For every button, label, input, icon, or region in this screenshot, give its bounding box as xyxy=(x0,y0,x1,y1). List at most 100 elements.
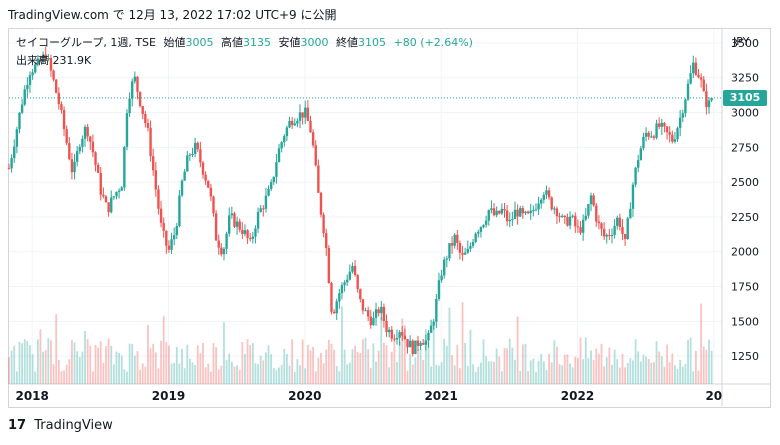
candle-body xyxy=(524,211,527,214)
candle-body xyxy=(343,282,346,286)
candle-body xyxy=(637,160,640,168)
volume-bar xyxy=(613,349,616,384)
volume-bar xyxy=(398,341,401,384)
volume-bar xyxy=(464,342,467,384)
candle-body xyxy=(466,248,469,253)
candle-body xyxy=(327,248,331,284)
candle-body xyxy=(144,114,147,124)
candle-body xyxy=(34,64,37,73)
candle-body xyxy=(469,246,472,249)
volume-bar xyxy=(658,351,661,384)
volume-bar xyxy=(306,344,309,384)
candle-body xyxy=(435,298,438,322)
candle-body xyxy=(212,196,215,214)
candle-body xyxy=(681,113,684,118)
candle-body xyxy=(277,148,281,163)
brand-name: TradingView xyxy=(34,418,113,433)
candle-body xyxy=(668,132,671,135)
volume-bar xyxy=(516,316,519,384)
volume-bar xyxy=(611,364,613,384)
change-value: +80 (+2.64%) xyxy=(393,36,473,49)
candle-body xyxy=(62,110,66,130)
volume-bar xyxy=(118,352,121,384)
volume-bar xyxy=(403,325,406,384)
candle-body xyxy=(387,329,391,333)
volume-bar xyxy=(597,353,600,384)
candle-body xyxy=(692,62,695,74)
volume-bar xyxy=(626,363,629,384)
candle-body xyxy=(73,161,76,173)
volume-bar xyxy=(89,345,92,384)
volume-bar xyxy=(280,364,283,384)
candle-body xyxy=(47,57,50,60)
candle-body xyxy=(660,122,664,127)
volume-bar xyxy=(584,337,587,384)
volume-bar xyxy=(154,352,157,384)
candle-body xyxy=(608,234,611,236)
candle-body xyxy=(702,79,705,92)
candle-body xyxy=(537,203,540,210)
candle-body xyxy=(427,332,430,341)
candle-body xyxy=(540,199,543,204)
volume-bar xyxy=(223,322,225,384)
volume-bar xyxy=(432,325,435,384)
volume-bar xyxy=(377,350,380,384)
candle-body xyxy=(317,165,320,193)
volume-bar xyxy=(438,365,440,384)
high-value: 3135 xyxy=(242,36,271,49)
candle-body xyxy=(146,123,150,128)
candle-body xyxy=(597,221,601,224)
volume-bar xyxy=(131,343,134,384)
candle-body xyxy=(398,332,401,338)
volume-bar xyxy=(545,369,548,384)
volume-bar xyxy=(173,362,176,384)
candle-body xyxy=(445,258,449,260)
candle-body xyxy=(479,227,483,232)
volume-bar xyxy=(493,361,495,384)
volume-bar xyxy=(259,355,262,384)
candle-body xyxy=(199,149,202,163)
volume-bar xyxy=(246,339,249,384)
candle-body xyxy=(191,154,194,156)
candle-body xyxy=(440,275,443,281)
volume-bar xyxy=(618,367,621,384)
candle-body xyxy=(550,197,553,210)
candle-body xyxy=(39,58,42,62)
candle-body xyxy=(91,141,95,153)
candle-body xyxy=(256,211,260,229)
candle-body xyxy=(309,120,312,133)
volume-bar xyxy=(710,350,713,384)
volume-bar xyxy=(343,349,346,384)
y-tick-label: 3250 xyxy=(731,72,759,85)
candle-body xyxy=(99,172,102,195)
volume-bar xyxy=(569,363,571,384)
volume-bar xyxy=(456,345,459,384)
candle-body xyxy=(613,225,616,236)
candle-body xyxy=(401,332,404,336)
volume-bar xyxy=(317,357,320,384)
candle-body xyxy=(665,126,669,133)
volume-bar xyxy=(540,354,543,384)
candle-body xyxy=(652,136,656,138)
candle-body xyxy=(513,209,517,219)
candle-body xyxy=(553,208,556,210)
candle-body xyxy=(180,180,184,196)
candle-body xyxy=(626,218,629,239)
footer-brand[interactable]: 17 TradingView xyxy=(8,418,113,433)
candle-body xyxy=(157,189,160,209)
volume-bar xyxy=(359,352,362,384)
candle-body xyxy=(288,120,291,128)
volume-bar xyxy=(312,346,315,384)
volume-bar xyxy=(663,366,666,384)
volume-bar xyxy=(136,351,139,384)
candle-body xyxy=(60,104,63,111)
volume-bar xyxy=(503,347,506,384)
volume-bar xyxy=(81,351,84,384)
candle-body xyxy=(600,223,603,229)
volume-bar xyxy=(120,355,123,384)
volume-bar xyxy=(424,329,427,384)
candle-body xyxy=(456,234,459,243)
candle-body xyxy=(416,340,420,346)
volume-bar xyxy=(194,365,197,384)
